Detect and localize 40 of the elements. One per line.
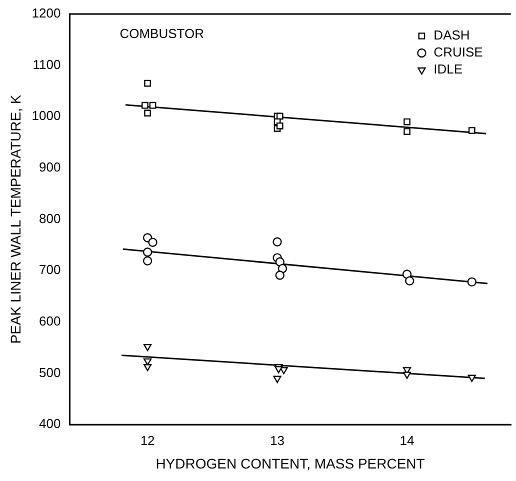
point <box>149 102 156 109</box>
y-tick-label: 1200 <box>32 6 61 21</box>
point <box>273 376 282 384</box>
y-tick-label: 1100 <box>32 56 61 72</box>
legend-label: IDLE <box>434 62 463 77</box>
point <box>272 237 282 246</box>
point <box>468 374 476 382</box>
point <box>402 372 412 379</box>
point <box>468 127 476 134</box>
y-tick-label: 900 <box>39 160 61 175</box>
point <box>142 102 148 109</box>
point <box>148 238 158 247</box>
point <box>404 128 410 135</box>
point <box>275 270 284 280</box>
point <box>142 256 152 266</box>
y-tick-label: 800 <box>39 210 61 226</box>
legend-label: CRUISE <box>434 44 484 60</box>
x-tick-label: 12 <box>140 432 155 448</box>
point <box>142 248 152 257</box>
point <box>144 80 151 87</box>
legend-label: DASH <box>434 28 470 43</box>
point <box>467 277 476 287</box>
y-tick-label: 600 <box>39 314 61 329</box>
x-axis-title: HYDROGEN CONTENT, MASS PERCENT <box>156 455 426 472</box>
y-axis-title: PEAK LINER WALL TEMPERATURE, K <box>7 94 24 344</box>
point <box>144 110 151 116</box>
point <box>276 122 284 130</box>
x-tick-label: 14 <box>400 432 414 448</box>
point <box>405 276 414 286</box>
point <box>143 364 152 372</box>
y-tick-label: 400 <box>39 416 61 432</box>
y-tick-label: 1000 <box>32 108 61 124</box>
x-tick-label: 13 <box>270 432 285 448</box>
y-tick-label: 500 <box>39 364 61 380</box>
point <box>276 112 284 120</box>
point <box>404 118 410 126</box>
point <box>143 344 152 352</box>
annotation: COMBUSTOR <box>120 26 204 42</box>
y-tick-label: 700 <box>39 262 61 278</box>
point <box>280 367 288 374</box>
